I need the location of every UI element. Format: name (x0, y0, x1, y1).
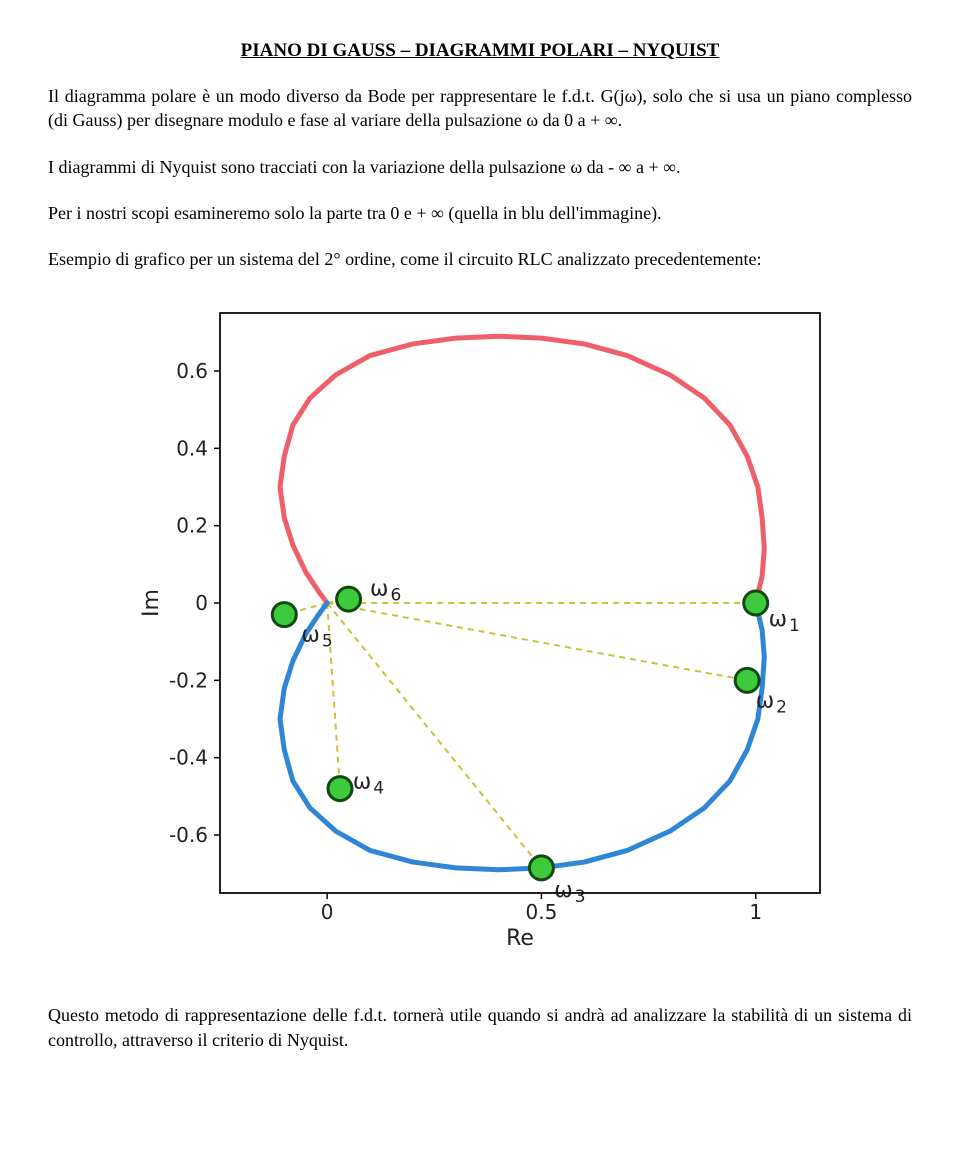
svg-text:0.5: 0.5 (526, 900, 558, 924)
svg-text:0.4: 0.4 (176, 437, 208, 461)
svg-text:0: 0 (195, 591, 208, 615)
svg-text:0.2: 0.2 (176, 514, 208, 538)
svg-text:-0.4: -0.4 (169, 746, 208, 770)
svg-text:0: 0 (321, 900, 334, 924)
paragraph-5: Questo metodo di rappresentazione delle … (48, 1003, 912, 1052)
nyquist-chart: 00.51-0.6-0.4-0.200.20.40.6ReImω1ω2ω3ω4ω… (48, 293, 912, 963)
svg-text:Re: Re (506, 926, 534, 951)
svg-text:-0.2: -0.2 (169, 669, 208, 693)
paragraph-2: I diagrammi di Nyquist sono tracciati co… (48, 155, 912, 179)
paragraph-1: Il diagramma polare è un modo diverso da… (48, 84, 912, 133)
svg-text:Im: Im (139, 590, 164, 618)
paragraph-3: Per i nostri scopi esamineremo solo la p… (48, 201, 912, 225)
svg-text:-0.6: -0.6 (169, 823, 208, 847)
page-title: PIANO DI GAUSS – DIAGRAMMI POLARI – NYQU… (48, 40, 912, 62)
svg-text:0.6: 0.6 (176, 359, 208, 383)
svg-text:1: 1 (749, 900, 762, 924)
paragraph-4: Esempio di grafico per un sistema del 2°… (48, 247, 912, 271)
nyquist-svg: 00.51-0.6-0.4-0.200.20.40.6ReImω1ω2ω3ω4ω… (100, 293, 860, 963)
